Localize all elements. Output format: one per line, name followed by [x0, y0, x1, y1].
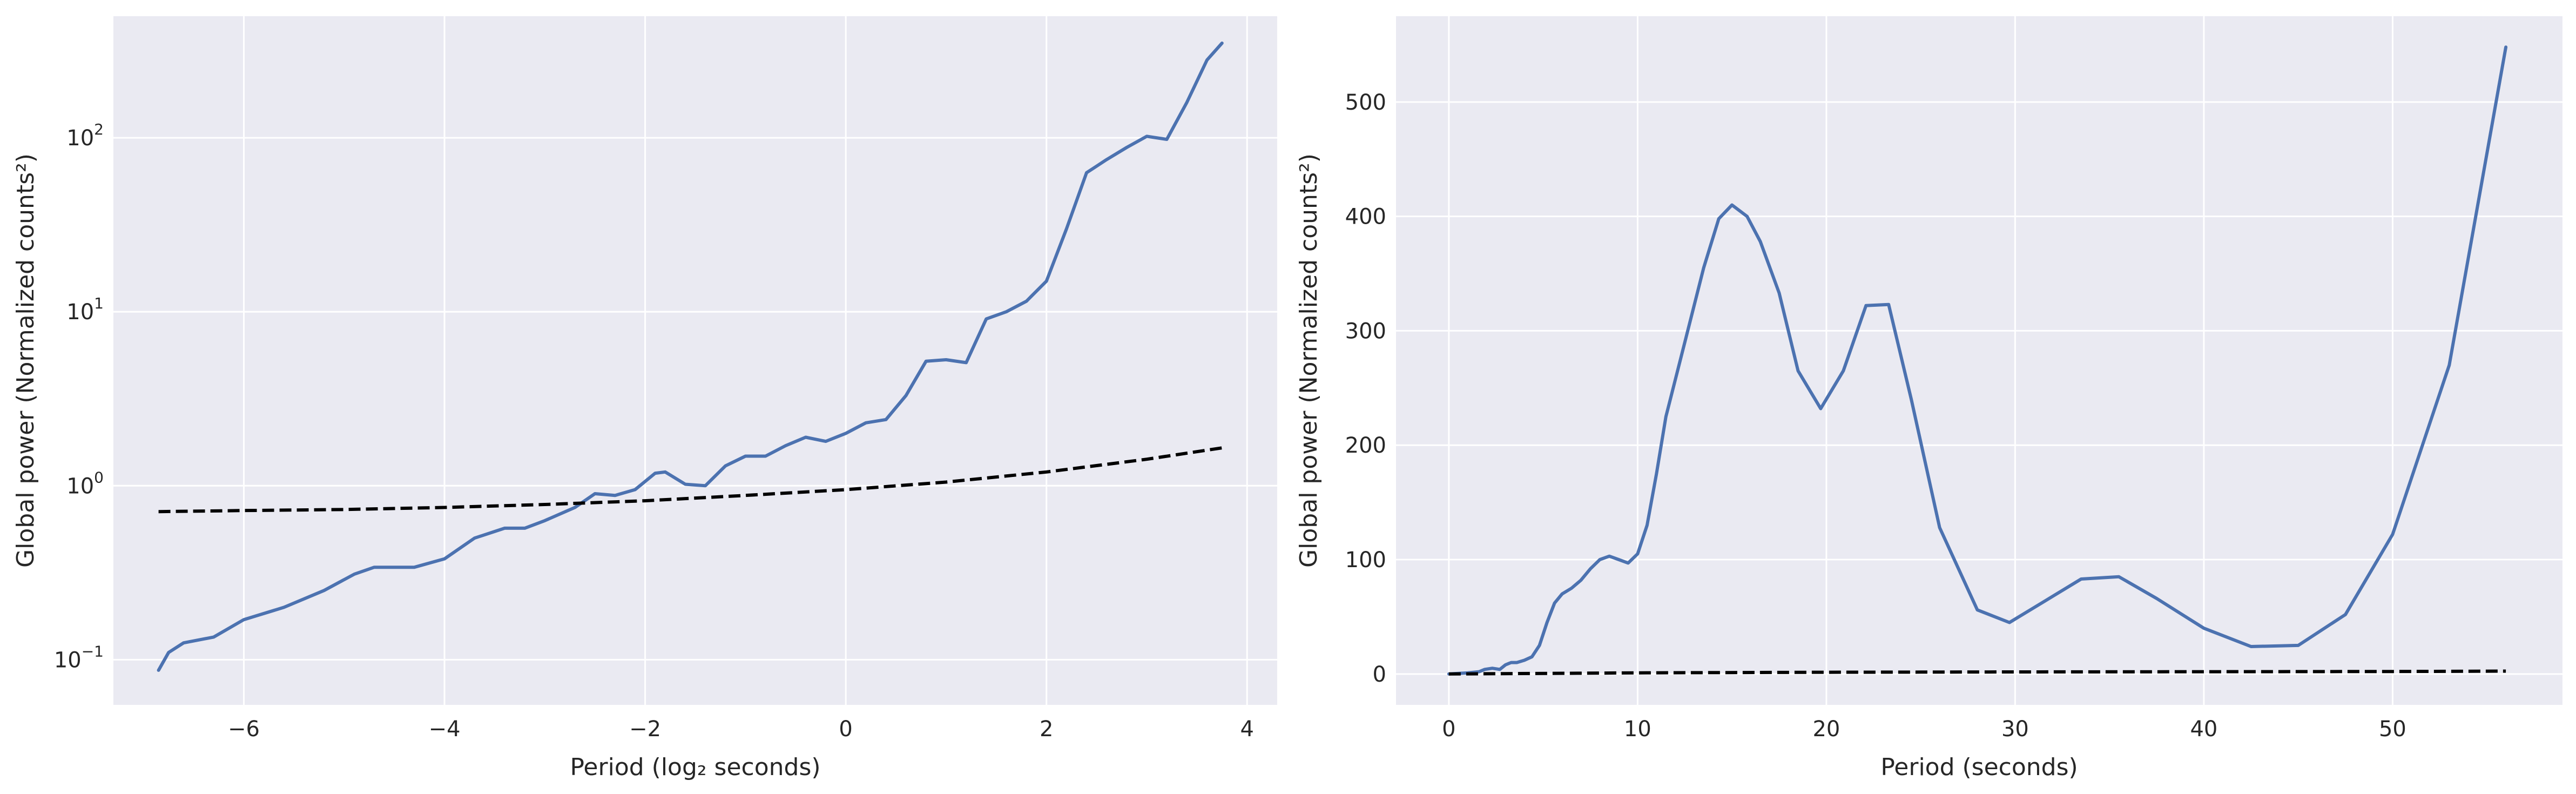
x-tick-label: 4 [1240, 717, 1254, 742]
y-tick-label: 100 [1345, 548, 1386, 573]
x-tick-label: 20 [1812, 717, 1840, 742]
x-tick-label: 50 [2379, 717, 2406, 742]
x-tick-label: 0 [839, 717, 852, 742]
plot-area-1 [1396, 16, 2562, 705]
power-curve-line [1447, 45, 2508, 676]
x-tick-label: −4 [429, 717, 461, 742]
reference-dashed-line [1448, 669, 2506, 676]
y-tick-label: 500 [1345, 90, 1386, 115]
x-tick-label: 0 [1442, 717, 1455, 742]
x-tick-label: 10 [1624, 717, 1651, 742]
y-tick-label: 101 [66, 294, 104, 325]
y-tick-label: 10−1 [54, 642, 104, 672]
y-tick-label: 100 [66, 468, 104, 499]
left-chart-panel: −6 −4 −2 0 2 4 10−1 100 101 102 Period (log₂ secon… [12, 16, 1277, 781]
reference-dashed-line [158, 446, 1223, 514]
x-axis-label: Period (seconds) [1880, 753, 2078, 781]
y-axis-label: Global power (Normalized counts²) [1295, 153, 1323, 568]
x-axis-label: Period (log₂ seconds) [570, 753, 820, 781]
y-tick-label: 400 [1345, 205, 1386, 230]
x-tick-label: 30 [2001, 717, 2029, 742]
y-tick-label: 0 [1373, 662, 1386, 687]
plot-area-0 [113, 16, 1277, 705]
x-tick-label: 2 [1040, 717, 1053, 742]
x-tick-label: −2 [629, 717, 661, 742]
y-tick-label: 102 [66, 120, 104, 151]
y-tick-label: 300 [1345, 319, 1386, 344]
y-tick-label: 200 [1345, 433, 1386, 458]
x-tick-label: −6 [228, 717, 260, 742]
power-curve-line [157, 41, 1224, 672]
y-axis-label: Global power (Normalized counts²) [12, 153, 39, 568]
x-tick-label: 40 [2190, 717, 2217, 742]
